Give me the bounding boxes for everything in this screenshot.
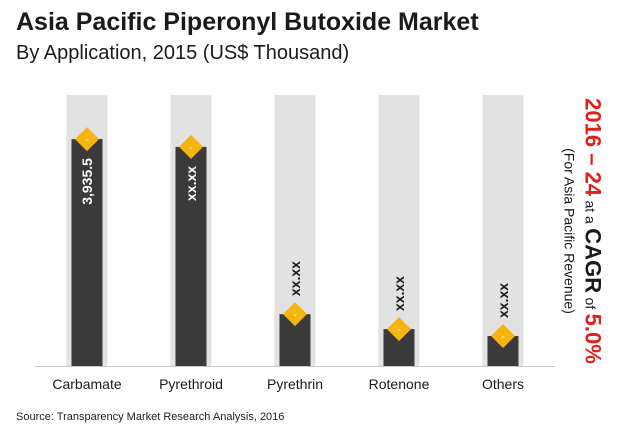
category-label-carbamate: Carbamate — [52, 376, 121, 392]
marker-pyrethroid — [179, 134, 203, 159]
cagr-years: 2016 – 24 — [580, 98, 606, 197]
marker-symbol-carbamate: - — [85, 134, 89, 146]
bar-carbamate — [71, 139, 103, 366]
category-label-others: Others — [482, 376, 524, 392]
marker-carbamate — [75, 127, 99, 152]
value-label-others: xx.xx — [495, 283, 511, 318]
chart-title: Asia Pacific Piperonyl Butoxide Market — [16, 8, 479, 36]
marker-symbol-pyrethrin: - — [293, 309, 297, 321]
cagr-callout: 2016 – 24 at a CAGR of 5.0% (For Asia Pa… — [560, 66, 606, 396]
category-label-pyrethroid: Pyrethroid — [159, 376, 223, 392]
cagr-at-a: at a — [582, 200, 599, 224]
category-label-rotenone: Rotenone — [369, 376, 430, 392]
marker-symbol-rotenone: - — [397, 324, 401, 336]
source-note: Source: Transparency Market Research Ana… — [16, 411, 285, 423]
marker-rotenone — [387, 317, 411, 342]
marker-symbol-others: - — [501, 331, 505, 343]
marker-others — [491, 324, 515, 349]
cagr-of: of — [582, 297, 599, 310]
marker-pyrethrin — [283, 302, 307, 327]
marker-symbol-pyrethroid: - — [189, 142, 193, 154]
category-label-pyrethrin: Pyrethrin — [267, 376, 323, 392]
cagr-note: (For Asia Pacific Revenue) — [561, 148, 578, 314]
value-label-rotenone: xx.xx — [391, 276, 407, 311]
bar-pyrethroid — [175, 146, 207, 366]
cagr-word: CAGR — [580, 228, 606, 294]
cagr-rate: 5.0% — [580, 313, 606, 364]
bar-chart: - 3,935.5 Carbamate - xx.xx Pyrethroid - xx.xx P… — [35, 95, 555, 392]
value-label-carbamate: 3,935.5 — [79, 158, 95, 205]
value-label-pyrethrin: xx.xx — [287, 261, 303, 296]
value-label-pyrethroid: xx.xx — [183, 166, 199, 201]
chart-subtitle: By Application, 2015 (US$ Thousand) — [16, 42, 350, 64]
bar-track-others — [482, 95, 524, 366]
